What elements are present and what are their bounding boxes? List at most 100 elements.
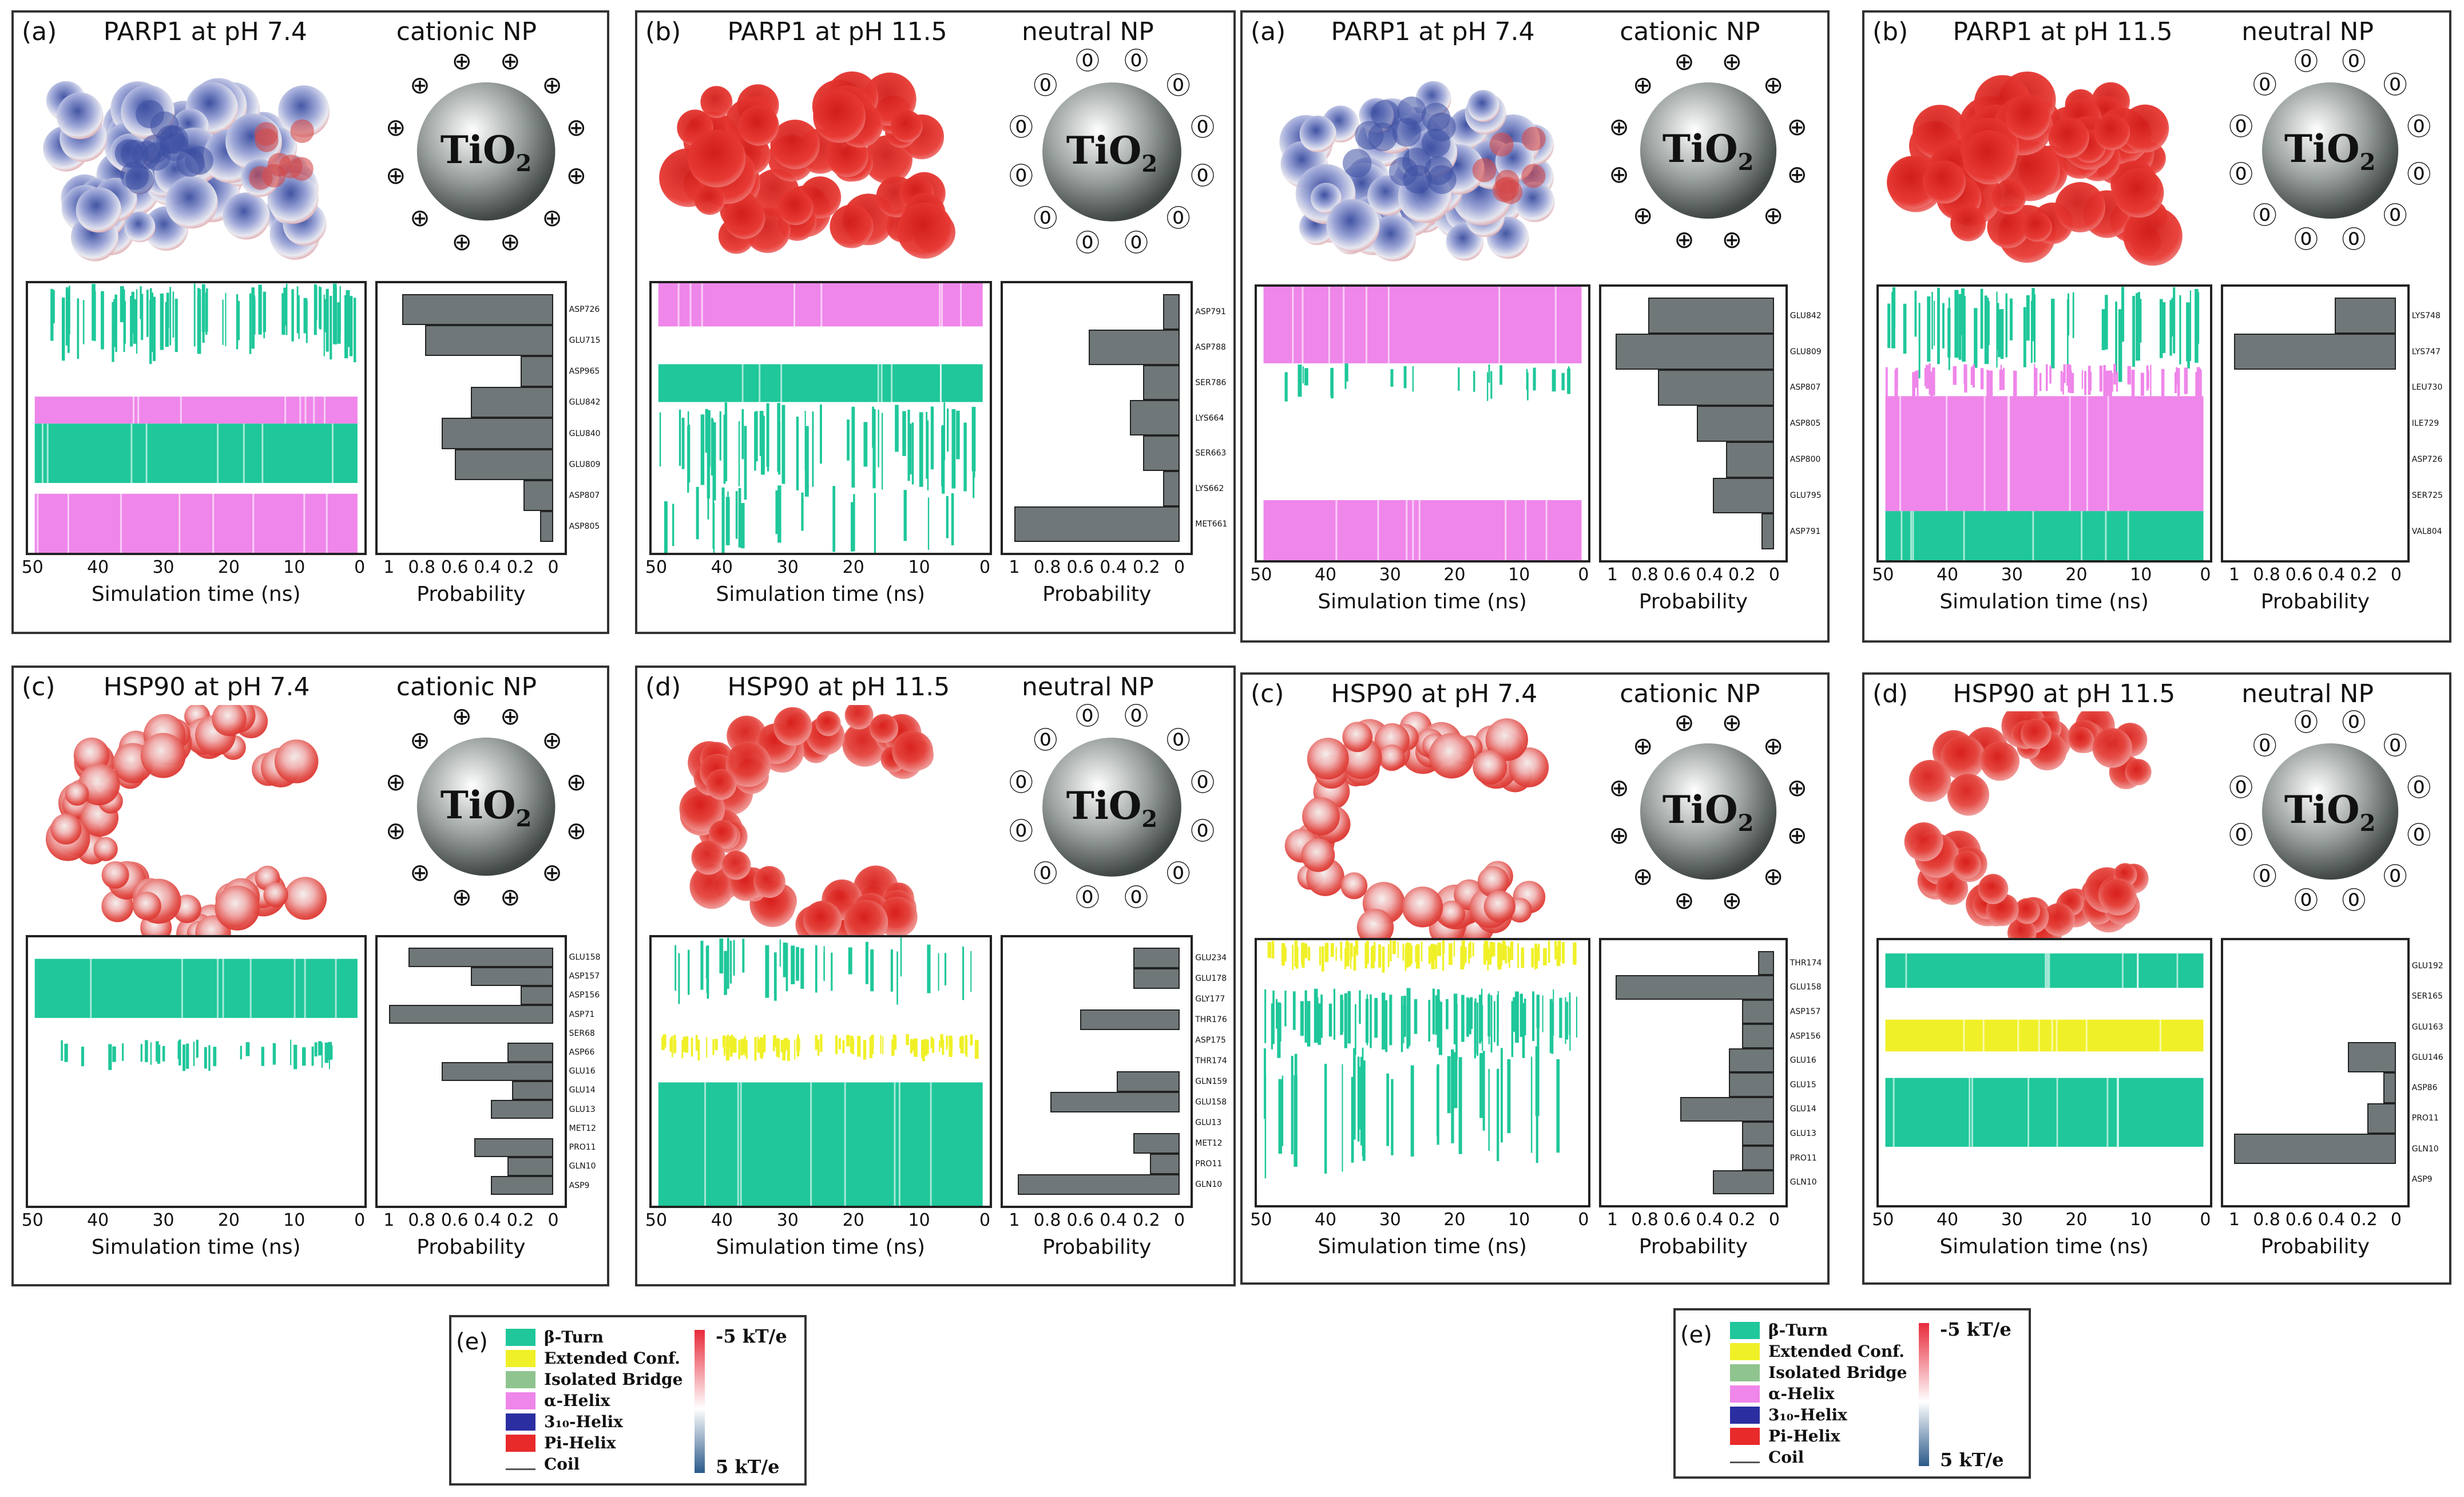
tio2-sphere [416,82,556,221]
charge-symbol: ⓪ [2294,47,2318,76]
probability-bar [1050,1092,1180,1113]
probability-bar [1616,975,1775,1000]
residue-label: ASP807 [569,491,600,501]
residue-label: ASP9 [2411,1174,2433,1184]
prob-tick-label: 1 [1009,557,1020,578]
residue-label: LYS664 [1195,413,1224,423]
probability-bar [1162,471,1180,507]
probability-bar [2234,334,2396,370]
x-tick-label: 0 [354,1210,366,1230]
ss-timeline [1254,284,1590,563]
charge-symbol: ⊕ [1609,160,1629,189]
probability-bar [520,985,554,1005]
np-formula-text: TiO [1662,787,1738,833]
charge-symbol: ⊕ [451,227,472,256]
prob-tick-label: 1 [2228,565,2240,585]
residue-label: ASP805 [1790,419,1821,429]
charge-symbol: ⓪ [1124,884,1148,912]
x-tick-label: 0 [979,1210,991,1230]
probability-bar [1088,329,1180,365]
prob-axis-title: Probability [2260,590,2370,614]
panel-title: PARP1 at pH 11.5 [1953,17,2173,46]
prob-tick-label: 0.4 [2318,1209,2346,1230]
residue-label: ASP726 [569,304,600,314]
charge-symbol: ⓪ [1033,859,1058,888]
charge-symbol: ⓪ [1166,71,1191,100]
prob-tick-label: 0.6 [1663,1209,1691,1230]
legend-swatch [1730,1385,1760,1403]
charge-symbol: ⊕ [1721,47,1742,76]
probability-bar [507,1157,554,1176]
residue-label: LEU730 [2411,383,2443,393]
x-tick-label: 50 [21,1210,43,1230]
charge-symbol: ⊕ [410,203,430,232]
legend-item: 3₁₀-Helix [544,1412,623,1431]
charge-symbol: ⊕ [566,768,586,797]
charge-symbol: ⊕ [451,47,472,76]
residue-label: ASP66 [569,1048,595,1058]
x-tick-label: 20 [217,1210,240,1230]
legend-item: Isolated Bridge [1768,1363,1907,1382]
legend-item: Coil [1768,1448,1804,1467]
charge-symbol: ⊕ [1721,886,1742,914]
probability-bar [1696,405,1775,442]
prob-axis-title: Probability [1042,583,1152,607]
residue-label: ASP788 [1195,342,1226,352]
prob-tick-label: 0.8 [1033,557,1061,578]
probability-bar [1129,400,1180,436]
np-label: neutral NP [1022,672,1154,702]
charge-symbol: ⓪ [2342,225,2366,254]
charge-symbol: ⓪ [1191,817,1215,846]
probability-bar [471,967,554,986]
legend-swatch [1730,1462,1760,1463]
residue-label: ASP156 [1790,1031,1821,1041]
residue-label: VAL804 [2411,526,2442,536]
np-formula-sub: 2 [1141,151,1158,178]
np-label: cationic NP [396,672,537,702]
np-formula: TiO2 [1608,126,1808,176]
panel-label: (b) [1872,17,1908,46]
legend-swatch [506,1350,535,1367]
prob-tick-label: 0 [1174,1210,1185,1230]
probability-bar [520,356,554,387]
residue-label: ASP156 [569,991,600,1000]
x-tick-label: 30 [152,557,174,578]
residue-label: ILE729 [2411,419,2439,429]
prob-tick-label: 0.8 [408,557,436,578]
probability-bar [424,324,554,356]
prob-tick-label: 0.2 [2350,565,2378,585]
charge-symbol: ⊕ [1763,201,1784,230]
charge-symbol: ⓪ [1166,204,1191,232]
residue-label: LYS748 [2411,311,2441,320]
legend-item: α-Helix [544,1391,610,1410]
figure-panel: (b) PARP1 at pH 11.5 neutral NP TiO2 ⓪ ⓪ ⓪ ⓪ ⓪ ⓪ ⓪… [635,10,1236,634]
charge-symbol: ⓪ [1191,113,1215,142]
tio2-sphere [1042,82,1181,222]
tio2-sphere [1042,738,1181,877]
prob-tick-label: 0.6 [1663,565,1691,585]
charge-symbol: ⊕ [386,817,406,845]
probability-bar [1143,365,1180,401]
charge-symbol: ⓪ [1009,113,1033,142]
x-tick-label: 40 [711,1210,733,1230]
x-tick-label: 50 [1250,565,1272,585]
charge-symbol: ⓪ [1075,228,1100,257]
probability-bar [2383,1072,2396,1103]
charge-symbol: ⓪ [2342,886,2366,914]
ss-timeline [25,280,367,556]
x-tick-label: 50 [645,1210,668,1230]
legend-swatch [1730,1343,1760,1360]
probability-bar [2347,1042,2396,1073]
probability-chart [2221,938,2410,1207]
prob-axis-title: Probability [416,583,526,607]
residue-label: ASP965 [569,367,600,377]
prob-tick-label: 0 [547,557,559,578]
residue-label: ASP791 [1790,526,1821,536]
residue-label: SER786 [1195,378,1227,387]
residue-label: SER68 [569,1028,595,1038]
probability-bar [441,418,554,449]
x-tick-label: 30 [2001,565,2023,585]
charge-symbol: ⊕ [542,71,562,100]
charge-symbol: ⓪ [2294,225,2318,254]
ss-timeline-plot [1263,287,1582,561]
